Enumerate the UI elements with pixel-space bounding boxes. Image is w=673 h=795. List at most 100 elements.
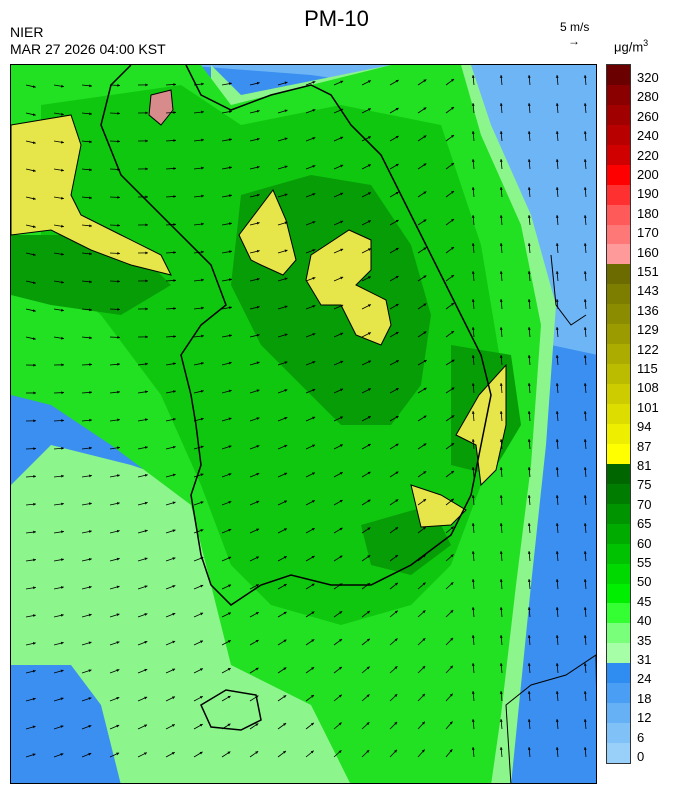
wind-arrow-head bbox=[228, 166, 232, 170]
wind-arrow-head bbox=[395, 443, 399, 447]
wind-arrow-head bbox=[200, 473, 204, 477]
wind-arrow-head bbox=[499, 747, 503, 750]
wind-arrow-head bbox=[339, 555, 343, 559]
wind-arrow-head bbox=[395, 247, 399, 251]
wind-arrow-head bbox=[173, 83, 176, 86]
wind-arrow-head bbox=[422, 610, 426, 614]
wind-arrow-head bbox=[451, 247, 455, 250]
wind-arrow-head bbox=[256, 109, 260, 113]
wind-arrow-head bbox=[88, 669, 92, 673]
wind-arrow-head bbox=[61, 168, 64, 172]
wind-arrow-head bbox=[284, 361, 288, 365]
color-scale-tick-label: 94 bbox=[637, 419, 652, 435]
southeast-yellow-patch bbox=[410, 484, 467, 528]
wind-arrow-head bbox=[499, 719, 503, 722]
wind-arrow-head bbox=[60, 641, 64, 645]
wind-arrow-head bbox=[311, 472, 315, 476]
color-scale-tick-label: 87 bbox=[637, 438, 652, 454]
wind-arrow-head bbox=[144, 641, 148, 644]
wind-arrow-head bbox=[33, 502, 36, 506]
wind-arrow-head bbox=[450, 610, 454, 613]
wind-arrow-head bbox=[367, 304, 371, 307]
wind-arrow-head bbox=[201, 334, 204, 338]
wind-arrow-head bbox=[173, 111, 176, 114]
wind-arrow-head bbox=[173, 139, 176, 142]
wind-arrow-head bbox=[367, 108, 371, 111]
wind-arrow-head bbox=[144, 473, 148, 477]
color-scale-swatch bbox=[607, 284, 630, 305]
wind-arrow-head bbox=[340, 80, 344, 84]
wind-arrow-head bbox=[144, 501, 148, 505]
wind-arrow-head bbox=[227, 612, 231, 616]
wind-arrow-head bbox=[33, 475, 36, 478]
wind-arrow-head bbox=[450, 665, 453, 669]
wind-arrow-head bbox=[555, 495, 559, 498]
wind-arrow-head bbox=[555, 635, 559, 638]
wind-arrow-head bbox=[311, 583, 315, 587]
wind-arrow-head bbox=[312, 137, 316, 140]
wind-arrow-head bbox=[555, 327, 559, 330]
wind-arrow-head bbox=[527, 411, 531, 414]
color-scale-swatch bbox=[607, 244, 630, 265]
wind-arrow-head bbox=[451, 443, 455, 446]
wind-arrow-head bbox=[340, 416, 344, 420]
wind-arrow-head bbox=[144, 724, 148, 728]
wind-arrow-head bbox=[423, 191, 427, 195]
map-title: PM-10 bbox=[304, 6, 369, 31]
wind-arrow-head bbox=[340, 332, 344, 336]
wind-arrow-head bbox=[395, 527, 399, 530]
wind-arrow-head bbox=[423, 415, 427, 419]
wind-arrow-head bbox=[173, 307, 176, 310]
wind-arrow-head bbox=[583, 243, 587, 246]
wind-arrow-head bbox=[284, 81, 288, 85]
wind-arrow-head bbox=[555, 411, 559, 414]
wind-arrow-head bbox=[116, 474, 120, 478]
wind-arrow-head bbox=[451, 163, 455, 166]
wind-arrow-head bbox=[471, 439, 475, 442]
wind-arrow-head bbox=[199, 668, 203, 671]
wind-arrow-head bbox=[228, 501, 232, 504]
wind-arrow-head bbox=[555, 215, 559, 218]
wind-arrow-head bbox=[311, 528, 315, 531]
color-scale-tick-label: 75 bbox=[637, 477, 652, 493]
wind-arrow-head bbox=[116, 724, 120, 728]
wind-arrow-head bbox=[499, 215, 503, 218]
wind-arrow-head bbox=[144, 613, 148, 616]
wind-arrow-head bbox=[284, 305, 288, 309]
wind-arrow-head bbox=[311, 667, 315, 670]
wind-arrow-head bbox=[422, 666, 426, 669]
wind-arrow-head bbox=[367, 471, 371, 475]
wind-arrow-head bbox=[32, 753, 36, 757]
wind-arrow-head bbox=[171, 724, 175, 727]
wind-arrow-head bbox=[422, 554, 426, 558]
wind-arrow-head bbox=[583, 271, 587, 274]
wind-arrow-head bbox=[471, 551, 475, 554]
wind-arrow-head bbox=[449, 749, 453, 753]
wind-arrow-head bbox=[527, 327, 531, 330]
color-scale-swatch bbox=[607, 623, 630, 644]
wind-arrow-head bbox=[201, 222, 204, 226]
wind-arrow-head bbox=[311, 555, 315, 559]
wind-arrow-head bbox=[395, 471, 399, 475]
wind-arrow-head bbox=[471, 159, 475, 162]
wind-arrow-head bbox=[173, 362, 176, 366]
wind-arrow-head bbox=[33, 586, 36, 590]
wind-arrow-head bbox=[312, 277, 316, 280]
wind-arrow-head bbox=[421, 721, 425, 725]
color-scale-swatch bbox=[607, 264, 630, 285]
wind-arrow-head bbox=[256, 361, 260, 365]
wind-arrow-head bbox=[228, 334, 232, 338]
wind-arrow-head bbox=[117, 362, 120, 366]
wind-arrow-head bbox=[527, 243, 531, 246]
wind-arrow-head bbox=[145, 139, 148, 143]
wind-arrow-head bbox=[527, 103, 531, 106]
wind-arrow-head bbox=[256, 221, 260, 225]
wind-arrow-head bbox=[367, 416, 371, 419]
wind-arrow-head bbox=[555, 551, 559, 554]
wind-reference-label: 5 m/s bbox=[560, 20, 590, 34]
wind-arrow-head bbox=[527, 495, 531, 498]
color-scale-swatch bbox=[607, 384, 630, 405]
wind-arrow-head bbox=[256, 472, 260, 476]
wind-arrow-head bbox=[144, 529, 148, 533]
wind-arrow-head bbox=[471, 131, 475, 134]
